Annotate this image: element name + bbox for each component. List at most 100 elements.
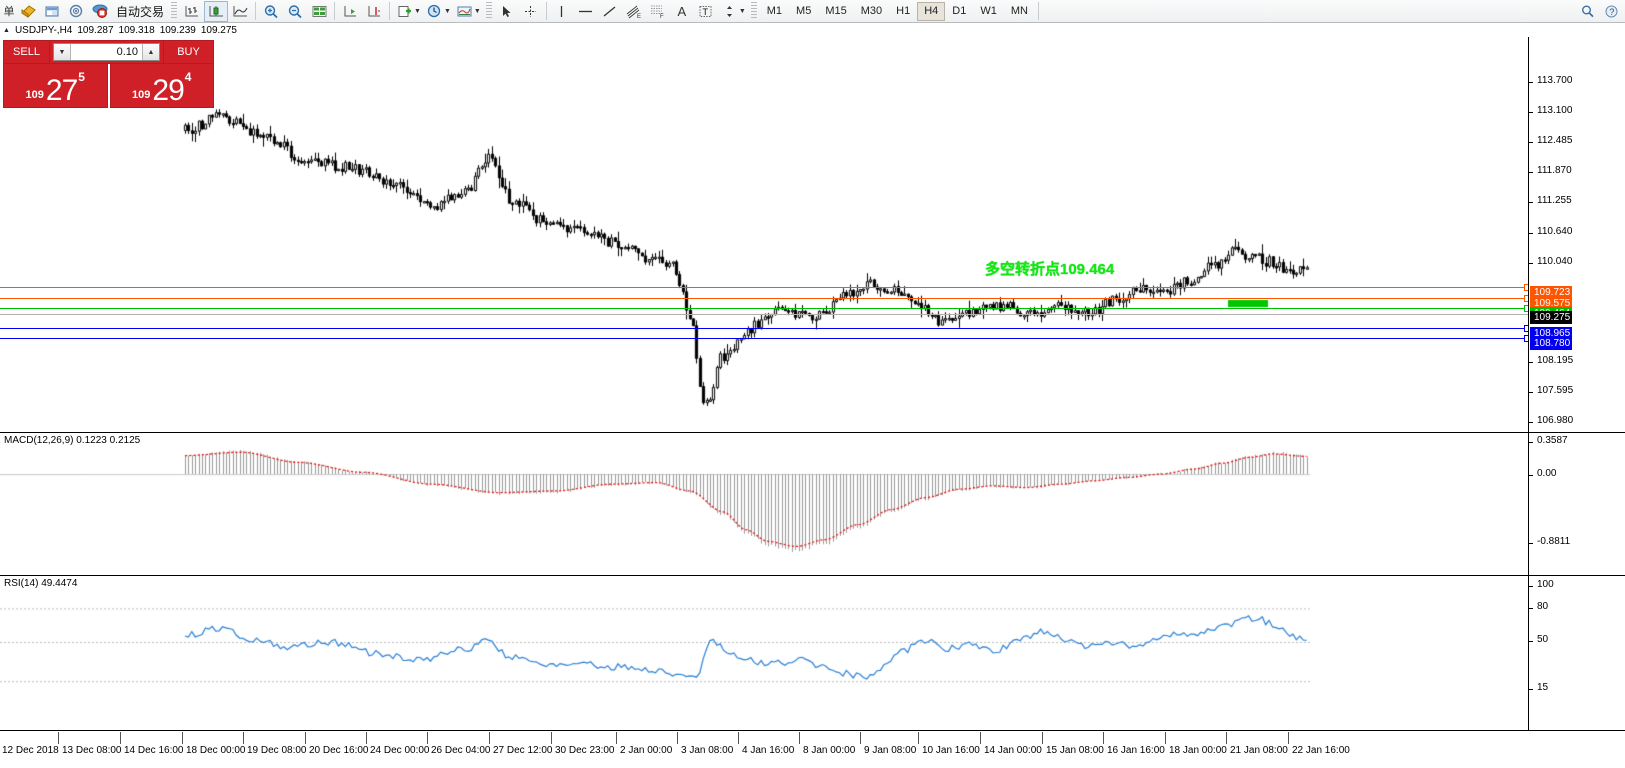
volume-input[interactable]: 0.10 bbox=[71, 44, 142, 60]
support-line-1[interactable] bbox=[0, 325, 1531, 332]
price-scale[interactable]: 113.700 113.100 112.485 111.870 111.255 110.6… bbox=[1528, 37, 1625, 456]
autotrading-label[interactable]: 自动交易 bbox=[116, 4, 165, 19]
timeframe-m1[interactable]: M1 bbox=[766, 4, 783, 17]
bar-chart-icon[interactable] bbox=[180, 1, 204, 22]
crosshair-icon[interactable] bbox=[519, 1, 543, 22]
ohlc-low: 109.239 bbox=[159, 25, 196, 36]
timeframe-m30[interactable]: M30 bbox=[860, 4, 883, 17]
timeframe-w1[interactable]: W1 bbox=[980, 4, 997, 17]
pivot-line[interactable] bbox=[0, 305, 1531, 312]
chart-annotation: 多空转折点109.464 bbox=[985, 261, 1115, 278]
timeframe-m5[interactable]: M5 bbox=[796, 4, 812, 17]
last-price-tag[interactable]: 109.275 bbox=[1530, 311, 1573, 324]
buy-price-fraction: 4 bbox=[184, 70, 192, 84]
resistance-line-1[interactable] bbox=[0, 284, 1531, 291]
time-axis-label: 14 Dec 16:00 bbox=[124, 745, 184, 756]
data-window-icon[interactable] bbox=[40, 1, 64, 22]
time-axis-label: 18 Jan 00:00 bbox=[1169, 745, 1227, 756]
timeframe-m15[interactable]: M15 bbox=[825, 4, 847, 17]
sell-price-prefix: 109 bbox=[25, 89, 44, 101]
price-chart-pane[interactable] bbox=[0, 37, 1531, 432]
time-axis-tick bbox=[182, 732, 183, 744]
time-axis-label: 8 Jan 00:00 bbox=[803, 745, 856, 756]
auto-scroll-icon[interactable] bbox=[338, 1, 362, 22]
support-line-2[interactable] bbox=[0, 335, 1531, 342]
text-box-icon[interactable]: T bbox=[694, 1, 718, 22]
rsi-chart-pane[interactable]: RSI(14) 49.4474 bbox=[0, 576, 1528, 730]
search-icon[interactable] bbox=[1575, 1, 1599, 22]
svg-text:E: E bbox=[637, 14, 641, 19]
toolbar-grip-1[interactable] bbox=[171, 2, 178, 20]
cursor-icon[interactable] bbox=[495, 1, 519, 22]
expert-advisors-icon[interactable] bbox=[16, 1, 40, 22]
time-axis-tick bbox=[58, 732, 59, 744]
sell-price-main: 27 bbox=[45, 74, 78, 107]
text-label-icon[interactable]: A bbox=[677, 3, 687, 19]
volume-decrease-button[interactable]: ▼ bbox=[54, 44, 71, 60]
help-icon[interactable]: ? bbox=[1599, 1, 1623, 22]
timeframe-h4[interactable]: H4 bbox=[917, 1, 946, 21]
new-order-icon[interactable]: 单 bbox=[3, 6, 15, 18]
sell-button[interactable]: SELL bbox=[3, 40, 50, 64]
period-separator-icon[interactable] bbox=[423, 1, 447, 22]
line-chart-icon[interactable] bbox=[228, 1, 252, 22]
fibonacci-icon[interactable]: F bbox=[646, 1, 670, 22]
navigator-icon[interactable] bbox=[88, 1, 112, 22]
market-watch-icon[interactable] bbox=[64, 1, 88, 22]
time-axis-label: 22 Jan 16:00 bbox=[1292, 745, 1350, 756]
support-tag-2[interactable]: 108.780 bbox=[1530, 337, 1573, 350]
indicators-dropdown-caret[interactable]: ▼ bbox=[473, 7, 481, 15]
support-tag-1[interactable]: 108.965 bbox=[1530, 327, 1573, 340]
collapse-triangle-icon[interactable]: ▲ bbox=[3, 27, 10, 34]
last-price-line[interactable] bbox=[0, 314, 1528, 315]
time-axis-tick bbox=[489, 732, 490, 744]
volume-control[interactable]: ▼ 0.10 ▲ bbox=[50, 40, 163, 64]
zoom-out-icon[interactable] bbox=[283, 1, 307, 22]
time-axis-tick bbox=[120, 732, 121, 744]
candlestick-chart-icon[interactable] bbox=[204, 0, 229, 22]
horizontal-line-icon[interactable] bbox=[574, 1, 598, 22]
indicators-icon[interactable] bbox=[453, 1, 477, 22]
vertical-line-icon[interactable] bbox=[550, 1, 574, 22]
period-dropdown-caret[interactable]: ▼ bbox=[443, 7, 451, 15]
chart-shift-icon[interactable] bbox=[362, 1, 386, 22]
time-axis-tick bbox=[918, 732, 919, 744]
timeframe-mn[interactable]: MN bbox=[1010, 4, 1028, 17]
toolbar-grip-3[interactable] bbox=[750, 2, 757, 20]
zoom-in-icon[interactable] bbox=[259, 1, 283, 22]
arrows-dropdown-caret[interactable]: ▼ bbox=[738, 7, 746, 15]
macd-scale[interactable]: 0.3587 0.00 -0.8811 bbox=[1528, 433, 1625, 575]
templates-dropdown-caret[interactable]: ▼ bbox=[414, 7, 421, 15]
time-axis-tick bbox=[860, 732, 861, 744]
one-click-trading-panel[interactable]: SELL ▼ 0.10 ▲ BUY 109 27 5 109 29 4 bbox=[3, 40, 214, 108]
timeframe-h1[interactable]: H1 bbox=[896, 4, 911, 17]
chart-grid-icon[interactable] bbox=[307, 1, 331, 22]
sell-price-display[interactable]: 109 27 5 bbox=[3, 64, 108, 108]
time-axis-tick bbox=[799, 732, 800, 744]
buy-button[interactable]: BUY bbox=[163, 40, 214, 64]
symbol-header: ▲ USDJPY-,H4 109.287 109.318 109.239 109… bbox=[0, 24, 1625, 37]
time-axis-tick bbox=[1288, 732, 1289, 744]
time-axis[interactable]: 12 Dec 2018 13 Dec 08:00 14 Dec 16:00 18 De… bbox=[0, 730, 1625, 768]
symbol-name: USDJPY-,H4 bbox=[14, 25, 73, 36]
time-axis-label: 19 Dec 08:00 bbox=[247, 745, 307, 756]
volume-increase-button[interactable]: ▲ bbox=[142, 44, 159, 60]
time-axis-label: 14 Jan 00:00 bbox=[984, 745, 1042, 756]
rsi-scale[interactable]: 100 80 50 15 bbox=[1528, 576, 1625, 730]
resistance-tag-2[interactable]: 109.575 bbox=[1530, 297, 1573, 310]
templates-icon[interactable] bbox=[393, 1, 417, 22]
resistance-line-2[interactable] bbox=[0, 295, 1531, 302]
time-axis-tick bbox=[677, 732, 678, 744]
buy-price-display[interactable]: 109 29 4 bbox=[109, 64, 214, 108]
trend-line-icon[interactable] bbox=[598, 1, 622, 22]
equidistant-channel-icon[interactable]: E bbox=[622, 1, 646, 22]
timeframe-d1[interactable]: D1 bbox=[952, 4, 967, 17]
pane-divider-2 bbox=[0, 575, 1625, 576]
time-axis-label: 3 Jan 08:00 bbox=[681, 745, 734, 756]
time-axis-label: 21 Jan 08:00 bbox=[1230, 745, 1288, 756]
time-axis-label: 30 Dec 23:00 bbox=[555, 745, 615, 756]
toolbar-grip-2[interactable] bbox=[485, 2, 492, 20]
macd-chart-pane[interactable]: MACD(12,26,9) 0.1223 0.2125 bbox=[0, 433, 1528, 575]
resistance-tag-1[interactable]: 109.723 bbox=[1530, 286, 1573, 299]
arrows-icon[interactable] bbox=[718, 1, 742, 22]
